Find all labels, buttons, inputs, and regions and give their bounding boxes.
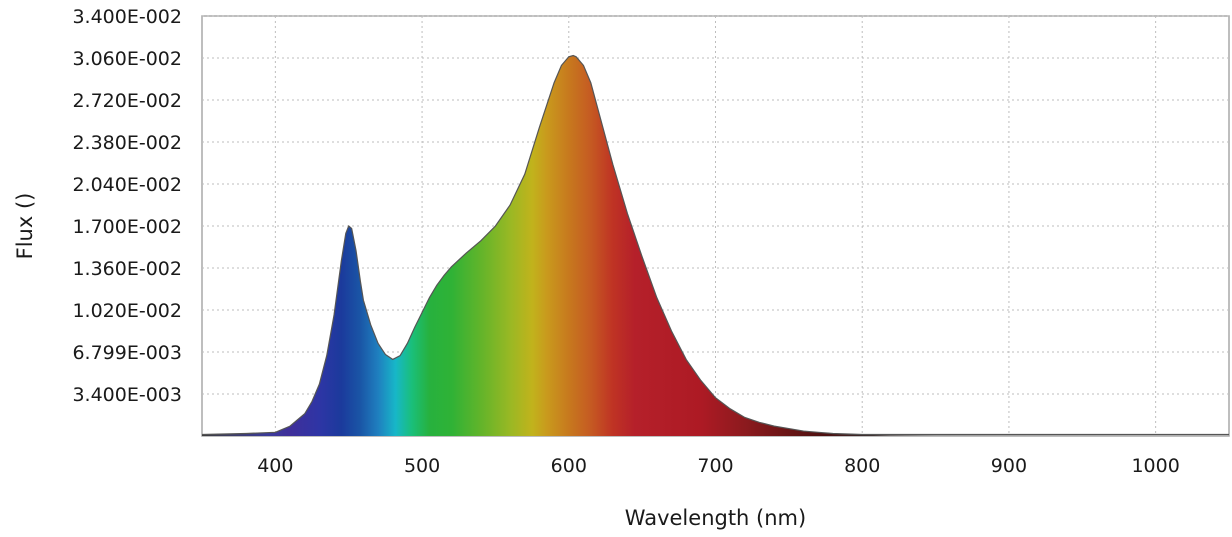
x-tick-label: 900 [991,455,1027,477]
y-tick-label: 3.060E-002 [72,48,182,70]
y-tick-label: 6.799E-003 [72,342,182,364]
y-tick-label: 2.380E-002 [72,132,182,154]
y-tick-label: 2.040E-002 [72,174,182,196]
y-tick-label: 3.400E-003 [72,384,182,406]
y-tick-label: 3.400E-002 [72,6,182,28]
x-tick-label: 400 [257,455,293,477]
x-tick-label: 1000 [1131,455,1179,477]
x-axis-ticks: 400 500 600 700 800 900 1000 [257,455,1180,477]
x-tick-label: 600 [551,455,587,477]
x-tick-label: 800 [844,455,880,477]
y-axis-label: Flux () [13,193,37,260]
y-tick-label: 1.700E-002 [72,216,182,238]
spectrum-baseline [202,54,1229,436]
y-tick-label: 2.720E-002 [72,90,182,112]
y-axis-ticks: 3.400E-003 6.799E-003 1.020E-002 1.360E-002… [72,6,182,406]
grid-lines [202,15,1229,436]
y-tick-label: 1.020E-002 [72,300,182,322]
y-tick-label: 1.360E-002 [72,258,182,280]
x-tick-label: 500 [404,455,440,477]
spectrum-area [202,55,1229,436]
x-axis-label: Wavelength (nm) [625,506,806,530]
x-tick-label: 700 [697,455,733,477]
